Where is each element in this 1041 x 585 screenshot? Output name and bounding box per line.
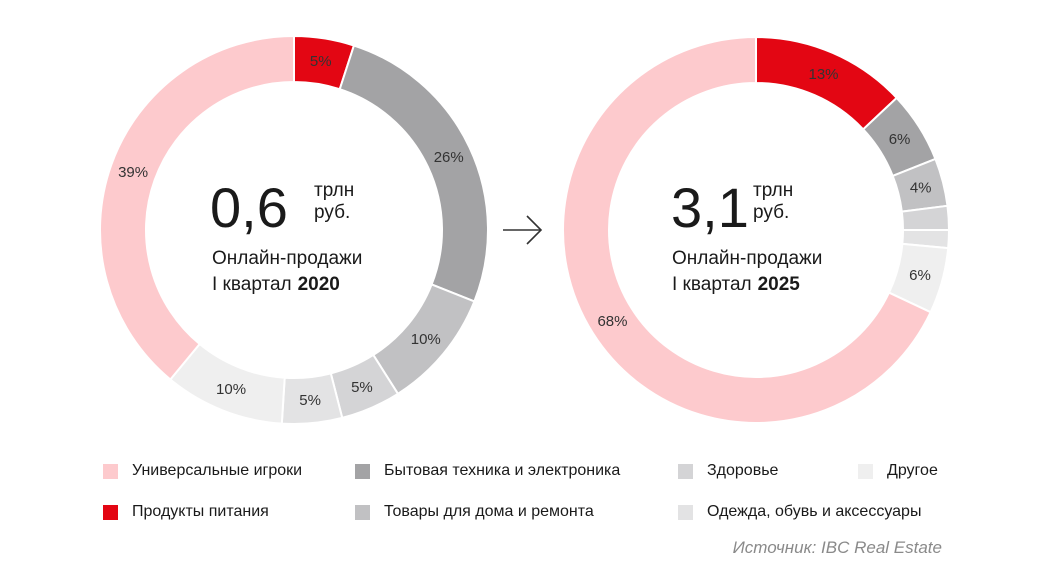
slice-label-другое: 6%	[909, 267, 931, 284]
legend-item-electronics: Бытовая техника и электроника	[355, 461, 620, 481]
donut-2020-unit-2: руб.	[314, 202, 350, 223]
donut-2020-slices	[99, 34, 489, 425]
donut-2025-unit-2: руб.	[753, 202, 789, 223]
legend-label: Универсальные игроки	[132, 462, 303, 479]
donut-2025-unit-1: трлн	[753, 180, 793, 201]
donut-2025-label-1: Онлайн-продажи	[672, 248, 822, 269]
legend-item-other: Другое	[858, 461, 938, 481]
legend-swatch	[678, 463, 693, 479]
donut-2020-label-2-prefix: I квартал	[212, 274, 292, 295]
donut-2025-label-2-prefix: I квартал	[672, 274, 752, 295]
source-note: Источник: IBC Real Estate	[732, 538, 942, 557]
legend-label: Бытовая техника и электроника	[384, 462, 621, 479]
slice-универсальные-игроки	[562, 35, 932, 424]
slice-label-товары-для-дома-и-ремонта: 4%	[910, 180, 932, 197]
legend-swatch	[103, 463, 118, 479]
donut-2020-labels: 5% 26% 10% 5% 5% 10% 39%	[118, 53, 464, 409]
donut-2020-center-value: 0,6	[210, 176, 288, 239]
legend-swatch	[103, 504, 118, 520]
donut-2025-year: 2025	[758, 274, 801, 295]
slice-label-бытовая-техника-и-электроника: 26%	[434, 149, 464, 166]
donut-2025-slices	[562, 35, 951, 424]
donut-2025-center-value: 3,1	[671, 176, 749, 239]
slice-продукты-питания	[755, 35, 899, 131]
legend-swatch	[858, 463, 873, 479]
donut-charts: 5% 26% 10% 5% 5% 10% 39% 0,6 трлн руб. Онлайн-…	[99, 34, 951, 425]
legend-item-clothing: Одежда, обувь и аксессуары	[678, 502, 921, 522]
slice-label-товары-для-дома-и-ремонта: 10%	[411, 331, 441, 348]
legend-label: Продукты питания	[132, 503, 269, 520]
legend-swatch	[355, 504, 370, 520]
legend-swatch	[678, 504, 693, 520]
legend-item-home: Товары для дома и ремонта	[355, 502, 594, 522]
slice-универсальные-игроки	[99, 34, 295, 381]
slice-label-продукты-питания: 13%	[808, 66, 838, 83]
donut-2025: 13% 6% 4% 6% 68% 3,1 трлн руб. Онлайн-продаж…	[562, 35, 951, 424]
legend-label: Товары для дома и ремонта	[384, 503, 594, 520]
donut-2020-label-1: Онлайн-продажи	[212, 248, 362, 269]
legend-item-universal: Универсальные игроки	[103, 461, 302, 481]
legend-item-health: Здоровье	[678, 461, 778, 481]
donut-2020-label-2: I квартал 2020	[212, 274, 340, 295]
slice-label-универсальные-игроки: 39%	[118, 164, 148, 181]
legend-swatch	[355, 463, 370, 479]
slice-label-здоровье: 5%	[351, 379, 373, 396]
slice-label-универсальные-игроки: 68%	[597, 313, 627, 330]
donut-2025-label-2: I квартал 2025	[672, 274, 800, 295]
legend-item-food: Продукты питания	[103, 502, 269, 522]
legend-label: Одежда, обувь и аксессуары	[707, 503, 922, 520]
legend-label: Другое	[887, 462, 938, 479]
slice-label-другое: 10%	[216, 381, 246, 398]
donut-2020-unit-1: трлн	[314, 180, 354, 201]
donut-2020: 5% 26% 10% 5% 5% 10% 39% 0,6 трлн руб. Онлайн-…	[99, 34, 489, 425]
legend-label: Здоровье	[707, 462, 779, 479]
arrow-right-icon	[503, 215, 543, 245]
slice-label-бытовая-техника-и-электроника: 6%	[889, 131, 911, 148]
donut-2025-labels: 13% 6% 4% 6% 68%	[597, 66, 931, 330]
slice-label-одежда-обувь-и-аксессуары: 5%	[299, 392, 321, 409]
slice-label-продукты-питания: 5%	[310, 53, 332, 70]
donut-2020-year: 2020	[298, 274, 340, 295]
